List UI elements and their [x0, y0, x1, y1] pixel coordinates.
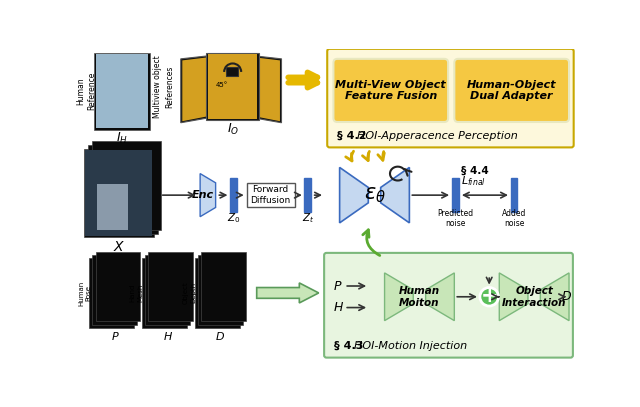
Bar	[230, 178, 237, 212]
FancyBboxPatch shape	[333, 59, 448, 122]
Bar	[95, 252, 140, 322]
Text: Forward
Diffusion: Forward Diffusion	[250, 186, 291, 205]
Polygon shape	[340, 167, 368, 223]
Polygon shape	[426, 273, 454, 321]
FancyBboxPatch shape	[324, 253, 573, 358]
Text: $L_{final}$: $L_{final}$	[461, 174, 486, 188]
Text: Object
Interaction: Object Interaction	[502, 286, 566, 308]
Text: $\epsilon_\theta$: $\epsilon_\theta$	[364, 185, 385, 205]
Bar	[226, 67, 238, 76]
Text: $X$: $X$	[113, 240, 125, 254]
Text: Hand
Mesh: Hand Mesh	[130, 284, 143, 302]
Bar	[142, 258, 187, 328]
Bar	[201, 252, 246, 322]
Bar	[97, 184, 128, 230]
Polygon shape	[182, 57, 214, 121]
Bar	[195, 258, 239, 328]
Bar	[452, 178, 459, 212]
Polygon shape	[248, 57, 280, 121]
Text: 45°: 45°	[216, 82, 228, 88]
Bar	[92, 141, 161, 230]
Bar	[206, 53, 259, 120]
Bar	[92, 255, 138, 324]
Text: $Z_t$: $Z_t$	[301, 211, 314, 225]
Text: Enc: Enc	[191, 190, 214, 200]
Text: $D$: $D$	[215, 330, 225, 342]
Text: Multiview object
References: Multiview object References	[154, 55, 174, 118]
FancyBboxPatch shape	[454, 59, 569, 122]
Polygon shape	[257, 283, 319, 303]
Text: +: +	[481, 286, 498, 306]
Text: $H$: $H$	[333, 301, 344, 314]
Bar	[84, 149, 154, 238]
Text: Human
Pose: Human Pose	[78, 280, 92, 306]
Text: $I_H$: $I_H$	[116, 131, 128, 147]
Bar	[198, 255, 243, 324]
Polygon shape	[200, 173, 216, 217]
Bar	[246, 183, 294, 208]
Text: Object
Depth: Object Depth	[182, 282, 196, 304]
Bar	[305, 178, 311, 212]
Bar	[94, 53, 150, 130]
Polygon shape	[381, 167, 410, 223]
Text: § 4.2: § 4.2	[337, 131, 374, 141]
Bar	[85, 151, 152, 236]
Polygon shape	[385, 273, 413, 321]
Text: Predicted
noise: Predicted noise	[437, 208, 473, 228]
Bar	[95, 54, 148, 128]
Polygon shape	[246, 55, 282, 123]
Bar	[511, 178, 518, 212]
Bar	[88, 145, 157, 234]
Text: Human
Reference: Human Reference	[76, 72, 97, 110]
FancyBboxPatch shape	[327, 49, 573, 147]
Text: § 4.3: § 4.3	[334, 341, 371, 351]
Text: $H$: $H$	[163, 330, 173, 342]
Text: $D$: $D$	[561, 290, 572, 303]
Text: Human-Object
Dual Adapter: Human-Object Dual Adapter	[467, 80, 557, 101]
Bar	[208, 54, 257, 119]
Text: $P$: $P$	[111, 330, 119, 342]
Text: HOI-Motion Injection: HOI-Motion Injection	[353, 341, 467, 351]
Polygon shape	[499, 273, 528, 321]
Bar	[145, 255, 190, 324]
Polygon shape	[540, 273, 569, 321]
Bar	[148, 252, 193, 322]
Text: $I_O$: $I_O$	[227, 122, 239, 137]
Text: Added
noise: Added noise	[502, 208, 526, 228]
Text: $Z_0$: $Z_0$	[227, 211, 240, 225]
Text: HOI-Apperacence Perception: HOI-Apperacence Perception	[356, 131, 517, 141]
Bar	[90, 258, 134, 328]
Text: $P$: $P$	[333, 280, 343, 293]
Text: Multi-View Object
Feature Fusion: Multi-View Object Feature Fusion	[335, 80, 446, 101]
Text: § 4.4: § 4.4	[461, 166, 489, 175]
Polygon shape	[180, 55, 216, 123]
Text: Human
Moiton: Human Moiton	[399, 286, 440, 308]
Circle shape	[480, 287, 499, 306]
